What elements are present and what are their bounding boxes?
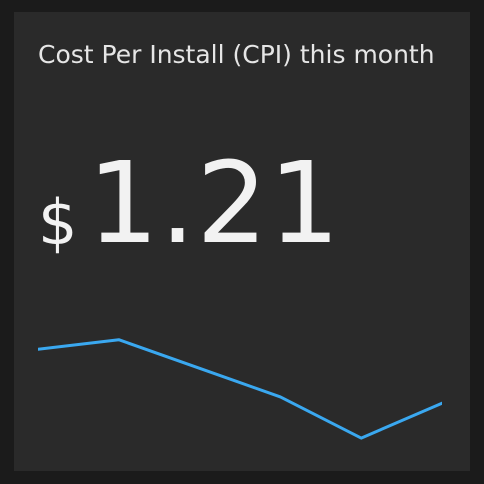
- currency-symbol: $: [38, 186, 78, 259]
- metric-amount: 1.21: [87, 139, 341, 269]
- sparkline-chart: [38, 338, 442, 440]
- cpi-card: Cost Per Install (CPI) this month $ 1.21: [14, 12, 470, 471]
- metric-value: $ 1.21: [38, 130, 341, 260]
- card-title: Cost Per Install (CPI) this month: [38, 40, 435, 69]
- sparkline-line: [38, 338, 442, 440]
